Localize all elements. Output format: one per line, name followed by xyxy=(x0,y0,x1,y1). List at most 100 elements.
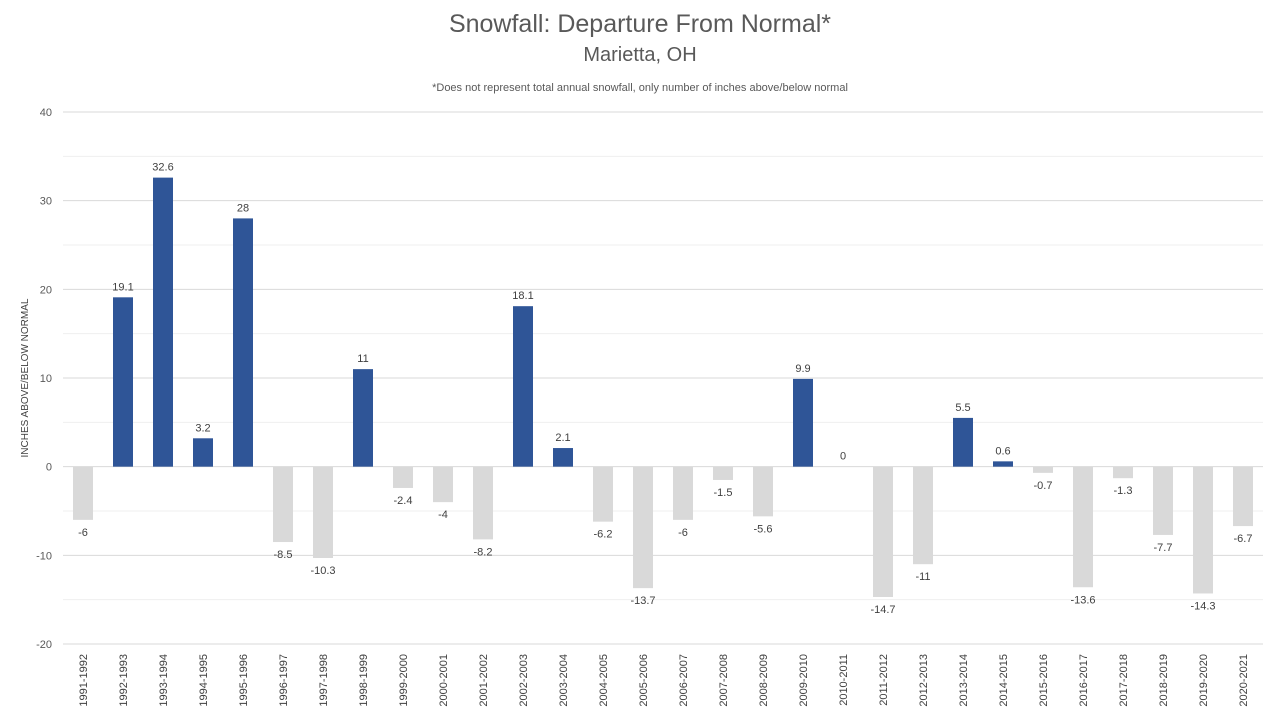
x-tick-label: 2007-2008 xyxy=(718,654,730,707)
data-label: 0 xyxy=(840,451,846,463)
y-tick-label: 30 xyxy=(40,196,52,208)
bar xyxy=(913,466,933,565)
x-tick-label: 2002-2003 xyxy=(518,654,530,707)
x-tick-label: 2012-2013 xyxy=(918,654,930,707)
x-tick-label: 2014-2015 xyxy=(998,654,1010,707)
x-tick-label: 2009-2010 xyxy=(798,654,810,707)
x-tick-label: 2000-2001 xyxy=(438,654,450,707)
y-axis-ticks: -20 -10 0 10 20 30 40 xyxy=(36,107,52,651)
bar xyxy=(673,466,693,520)
x-tick-label: 1996-1997 xyxy=(278,654,290,707)
data-label: -2.4 xyxy=(394,495,413,507)
data-label: 2.1 xyxy=(555,432,570,444)
bar xyxy=(873,466,893,598)
bar xyxy=(1033,466,1053,473)
data-label: -10.3 xyxy=(310,565,335,577)
data-label: -8.5 xyxy=(274,549,293,561)
bar xyxy=(713,466,733,480)
chart-title: Snowfall: Departure From Normal* xyxy=(448,10,832,38)
x-tick-label: 2008-2009 xyxy=(758,654,770,707)
x-tick-label: 1993-1994 xyxy=(158,654,170,707)
data-label: -11 xyxy=(915,571,930,583)
x-tick-label: 2004-2005 xyxy=(598,654,610,707)
bar xyxy=(633,466,653,589)
gridlines xyxy=(63,111,1263,645)
data-label: 32.6 xyxy=(152,162,173,174)
y-tick-label: -20 xyxy=(36,639,52,651)
x-tick-label: 1995-1996 xyxy=(238,654,250,707)
y-tick-label: -10 xyxy=(36,550,52,562)
bar xyxy=(313,466,333,558)
x-tick-label: 1999-2000 xyxy=(398,654,410,707)
chart-note: *Does not represent total annual snowfal… xyxy=(432,82,848,94)
bar xyxy=(473,466,493,540)
data-label: -1.3 xyxy=(1114,485,1133,497)
bar xyxy=(353,369,373,467)
x-tick-label: 1992-1993 xyxy=(118,654,130,707)
data-label: -13.7 xyxy=(630,595,655,607)
data-label: 9.9 xyxy=(795,363,810,375)
x-tick-label: 1997-1998 xyxy=(318,654,330,707)
bar xyxy=(193,438,213,467)
x-tick-label: 2010-2011 xyxy=(838,654,850,706)
data-label: 5.5 xyxy=(955,402,970,414)
x-tick-label: 2020-2021 xyxy=(1238,654,1250,707)
data-label: 18.1 xyxy=(512,290,533,302)
data-label: 28 xyxy=(237,202,249,214)
x-tick-label: 1998-1999 xyxy=(358,654,370,707)
bar xyxy=(953,417,973,467)
y-tick-label: 20 xyxy=(40,284,52,296)
x-tick-label: 2005-2006 xyxy=(638,654,650,707)
data-label: -13.6 xyxy=(1070,594,1095,606)
bar xyxy=(273,466,293,543)
data-label: -14.7 xyxy=(870,604,895,616)
x-axis-ticks: 1991-1992 1992-1993 1993-1994 1994-1995 1995… xyxy=(78,654,1250,707)
bar xyxy=(1153,466,1173,535)
bar xyxy=(433,466,453,503)
x-tick-label: 2017-2018 xyxy=(1118,654,1130,707)
data-label: -6.7 xyxy=(1234,533,1253,545)
bar xyxy=(993,461,1013,467)
bar xyxy=(793,378,813,467)
chart-subtitle: Marietta, OH xyxy=(583,44,697,66)
x-tick-label: 1994-1995 xyxy=(198,654,210,707)
y-tick-label: 40 xyxy=(40,107,52,119)
data-label: -5.6 xyxy=(754,523,773,535)
bar xyxy=(73,466,93,520)
data-label: -7.7 xyxy=(1154,542,1173,554)
data-label: -1.5 xyxy=(714,487,733,499)
x-tick-label: 2003-2004 xyxy=(558,654,570,707)
bar xyxy=(113,297,133,467)
data-label: 19.1 xyxy=(112,281,133,293)
data-label: -14.3 xyxy=(1190,600,1215,612)
x-tick-label: 1991-1992 xyxy=(78,654,90,707)
y-tick-label: 0 xyxy=(46,462,52,474)
bar xyxy=(593,466,613,522)
data-labels: -6 19.1 32.6 3.2 28 -8.5 -10.3 11 -2.4 -4 -8.2 18.1… xyxy=(78,162,1252,616)
x-tick-label: 2001-2002 xyxy=(478,654,490,707)
bar xyxy=(753,466,773,517)
data-label: 0.6 xyxy=(995,445,1010,457)
x-tick-label: 2019-2020 xyxy=(1198,654,1210,707)
data-label: -0.7 xyxy=(1034,480,1053,492)
data-label: -6.2 xyxy=(594,529,613,541)
bar xyxy=(553,448,573,467)
bars xyxy=(73,177,1253,598)
data-label: 11 xyxy=(357,353,368,365)
data-label: -6 xyxy=(678,527,688,539)
y-axis-label: INCHES ABOVE/BELOW NORMAL xyxy=(20,298,31,457)
bar xyxy=(1073,466,1093,588)
x-tick-label: 2013-2014 xyxy=(958,654,970,707)
x-tick-label: 2015-2016 xyxy=(1038,654,1050,707)
data-label: -6 xyxy=(78,527,88,539)
y-tick-label: 10 xyxy=(40,373,52,385)
data-label: -8.2 xyxy=(474,546,493,558)
data-label: -4 xyxy=(438,509,448,521)
bar xyxy=(233,218,253,467)
x-tick-label: 2018-2019 xyxy=(1158,654,1170,707)
x-tick-label: 2011-2012 xyxy=(878,654,890,706)
bar xyxy=(393,466,413,488)
bar xyxy=(1193,466,1213,594)
bar xyxy=(1233,466,1253,527)
